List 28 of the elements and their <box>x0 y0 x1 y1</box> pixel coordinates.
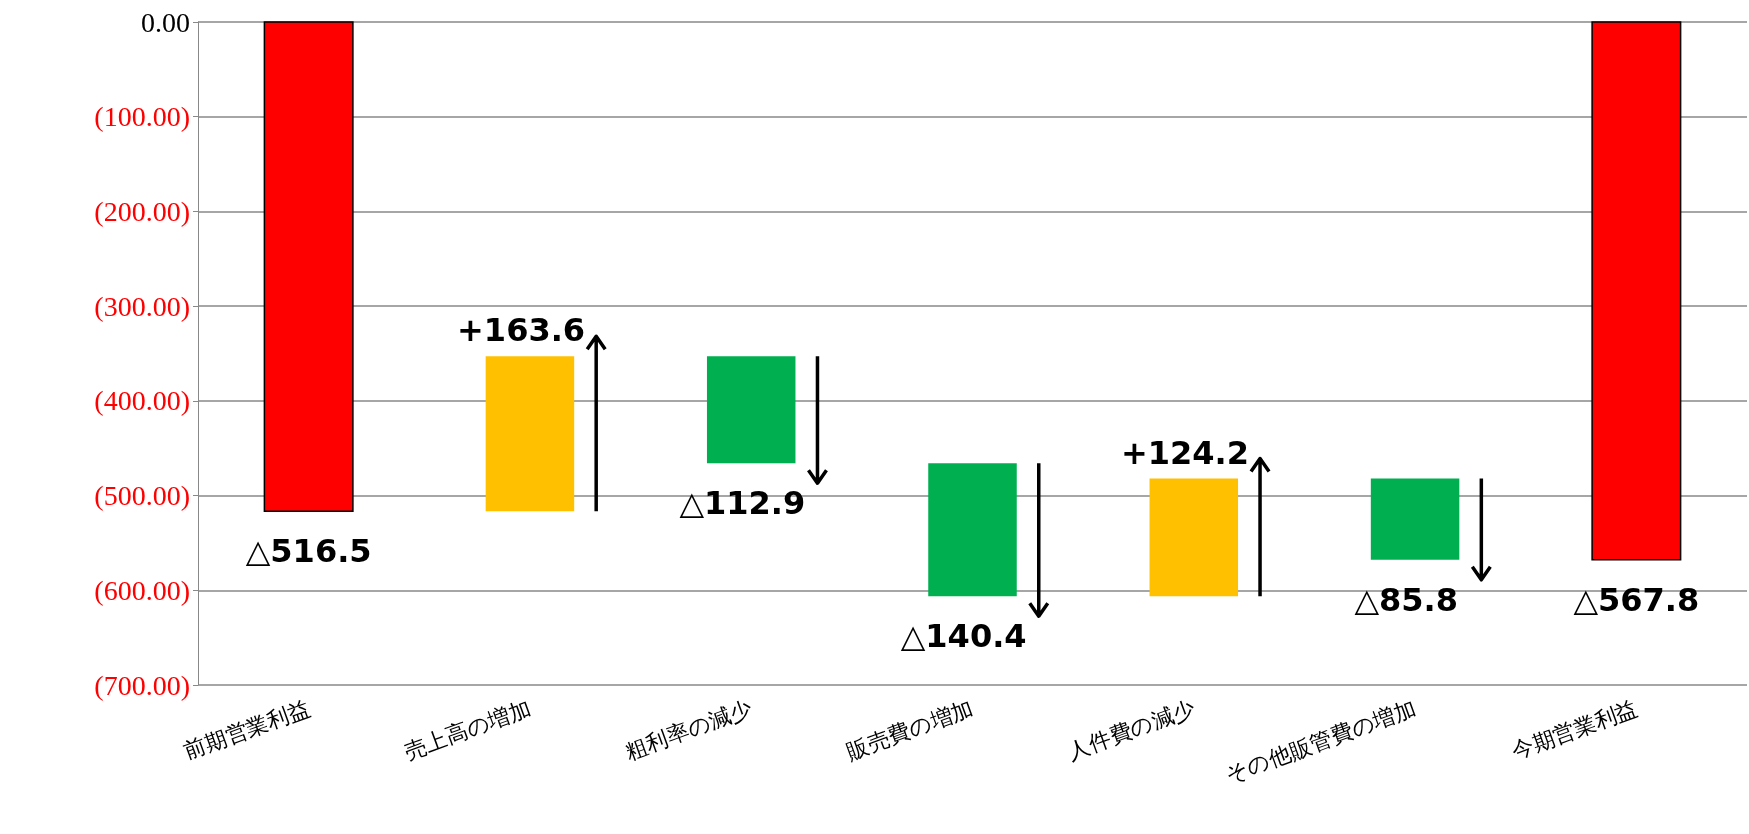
y-tick-label: (300.00) <box>94 290 190 322</box>
bar <box>706 356 796 464</box>
y-tick-label: 0.00 <box>141 6 190 38</box>
data-label: +124.2 <box>1120 433 1249 472</box>
bar <box>1591 21 1682 561</box>
data-label: △112.9 <box>679 484 806 523</box>
y-tick-label: (600.00) <box>94 574 190 606</box>
data-label: △85.8 <box>1354 580 1458 619</box>
x-tick-label: 今期営業利益 <box>1508 695 1641 764</box>
x-tick-label: 売上高の増加 <box>400 695 535 765</box>
x-tick-label: 人件費の減少 <box>1064 695 1199 765</box>
data-label: △140.4 <box>900 617 1027 656</box>
bar <box>485 356 575 512</box>
y-tick-label: (500.00) <box>94 480 190 512</box>
y-tick-label: (700.00) <box>94 669 190 701</box>
bar <box>263 21 354 512</box>
data-label: +163.6 <box>457 311 586 350</box>
bar <box>928 463 1017 597</box>
y-tick-label: (100.00) <box>94 101 190 133</box>
data-label: △567.8 <box>1573 580 1700 619</box>
data-label: △516.5 <box>245 532 372 571</box>
x-tick-label: 販売費の増加 <box>843 695 977 765</box>
y-tick-label: (200.00) <box>94 195 190 227</box>
bar <box>1149 478 1239 597</box>
y-tick-label: (400.00) <box>94 385 190 417</box>
x-tick-label: 粗利率の減少 <box>621 695 756 765</box>
bar <box>1370 478 1460 560</box>
x-tick-label: その他販管費の増加 <box>1221 695 1420 788</box>
